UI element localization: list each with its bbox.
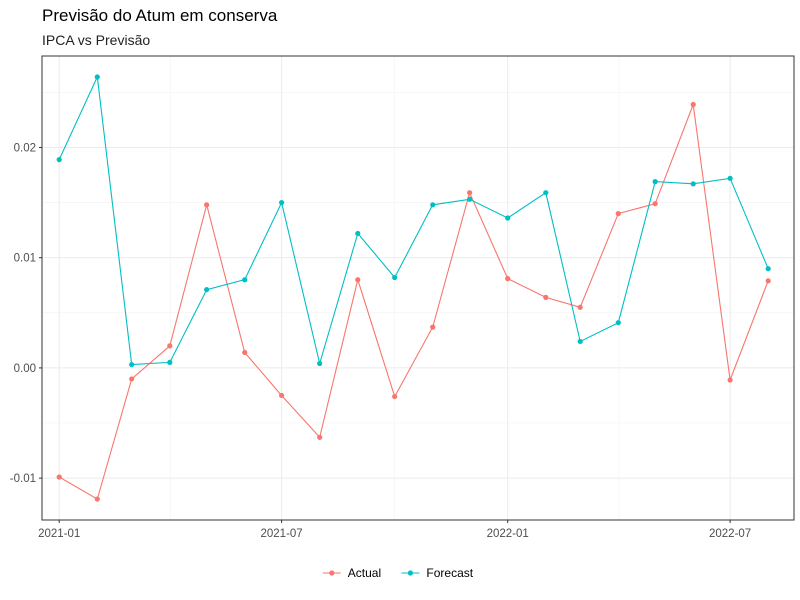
legend-key-point-actual	[329, 570, 335, 576]
data-point-actual	[543, 294, 549, 300]
data-point-actual	[577, 304, 583, 310]
data-point-forecast	[430, 202, 436, 208]
major-gridlines	[42, 56, 794, 520]
data-point-actual	[430, 324, 436, 330]
x-tick-label: 2021-01	[38, 528, 80, 540]
y-tick-label: 0.00	[14, 363, 36, 375]
legend-label-forecast: Forecast	[426, 566, 473, 580]
data-point-actual	[279, 392, 285, 399]
data-point-actual	[355, 277, 361, 283]
data-point-actual	[392, 393, 398, 400]
data-point-actual	[167, 343, 173, 349]
y-tick-label: 0.02	[14, 142, 36, 154]
data-point-forecast	[652, 179, 658, 185]
data-point-actual	[129, 376, 135, 382]
data-point-actual	[56, 474, 62, 480]
data-point-forecast	[56, 157, 62, 163]
data-point-actual	[242, 349, 248, 356]
data-point-forecast	[615, 320, 621, 326]
y-tick-label: 0.01	[14, 253, 36, 265]
legend: Actual Forecast	[322, 566, 474, 580]
data-point-actual	[765, 278, 771, 284]
data-point-actual	[204, 202, 210, 208]
data-point-forecast	[167, 359, 173, 365]
legend-label-actual: Actual	[348, 566, 381, 580]
x-tick-label: 2022-07	[709, 528, 751, 540]
plot-panel-background	[42, 56, 794, 520]
data-point-forecast	[543, 190, 549, 196]
minor-gridlines	[42, 56, 794, 520]
data-point-forecast	[94, 74, 100, 80]
data-point-forecast	[467, 196, 473, 202]
data-point-forecast	[242, 277, 248, 283]
data-point-forecast	[765, 266, 771, 272]
data-point-forecast	[279, 199, 285, 206]
x-tick-label: 2022-01	[487, 528, 529, 540]
data-point-actual	[467, 190, 473, 196]
data-point-forecast	[204, 287, 210, 293]
x-tick-label: 2021-07	[260, 528, 302, 540]
data-point-forecast	[355, 230, 361, 237]
data-point-actual	[94, 496, 100, 502]
plot-panel-border	[41, 55, 795, 521]
chart-subtitle: IPCA vs Previsão	[42, 32, 151, 48]
series-line-forecast	[58, 74, 769, 366]
data-point-forecast	[505, 215, 511, 221]
data-point-actual	[317, 434, 323, 440]
data-point-forecast	[727, 175, 733, 181]
legend-key-point-forecast	[407, 570, 413, 576]
y-tick-label: -0.01	[10, 473, 36, 485]
data-point-forecast	[129, 361, 135, 368]
data-point-actual	[652, 201, 658, 207]
series-layer	[56, 74, 771, 502]
data-point-forecast	[690, 181, 696, 187]
data-point-actual	[727, 377, 733, 383]
data-point-actual	[615, 211, 621, 217]
data-point-actual	[690, 101, 696, 108]
data-point-forecast	[577, 338, 583, 345]
data-point-actual	[505, 276, 511, 282]
data-point-forecast	[317, 360, 323, 367]
chart-title: Previsão do Atum em conserva	[42, 6, 278, 25]
data-point-forecast	[392, 274, 398, 281]
axes: -0.01 0.00 0.01 0.02 2021-01 2021-07 2022-01 20…	[10, 142, 751, 540]
